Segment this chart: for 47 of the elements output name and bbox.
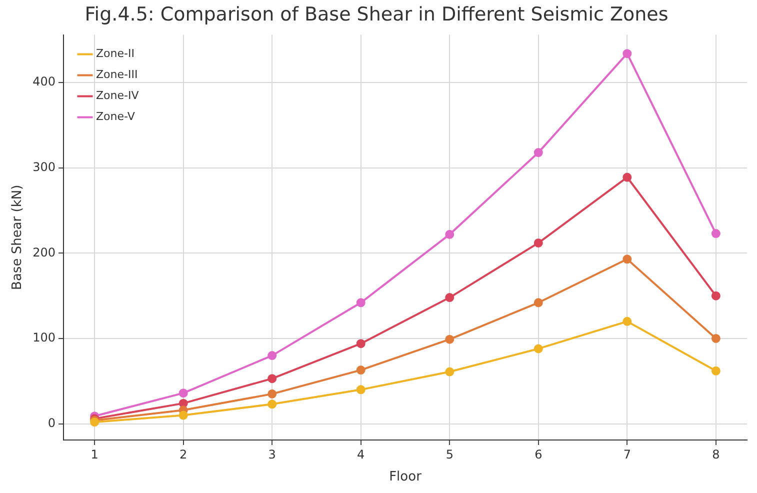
point	[534, 148, 543, 158]
point	[534, 238, 543, 248]
chart-title: Fig.4.5: Comparison of Base Shear in Different Seismic Zones	[84, 3, 668, 26]
y-tick-label: 400	[32, 74, 56, 89]
legend-label: Zone-V	[96, 110, 136, 124]
point	[178, 398, 188, 408]
point	[445, 293, 454, 302]
y-tick-label: 200	[32, 245, 56, 260]
x-tick-label: 6	[534, 447, 542, 462]
point	[445, 367, 454, 376]
y-tick-label: 100	[32, 330, 56, 345]
point	[356, 298, 366, 308]
point	[268, 351, 277, 360]
point	[711, 291, 720, 300]
point	[711, 366, 720, 376]
x-axis-title: Floor	[389, 470, 422, 485]
y-tick-label: 300	[32, 160, 56, 174]
point	[622, 172, 632, 182]
x-tick-label: 5	[446, 447, 454, 462]
point	[178, 410, 188, 420]
x-tick-label: 2	[180, 447, 188, 462]
point	[445, 334, 454, 344]
point	[268, 400, 277, 409]
point	[711, 229, 720, 238]
point	[356, 385, 366, 394]
legend-label: Zone-II	[96, 47, 134, 60]
point	[711, 334, 720, 343]
x-tick-label: 7	[623, 447, 631, 462]
point	[178, 388, 188, 398]
point	[356, 366, 366, 375]
point	[622, 254, 632, 264]
x-tick-label: 1	[90, 447, 98, 462]
y-tick-label: 0	[48, 416, 56, 430]
y-axis-title: Base Shear (kN)	[10, 184, 26, 290]
point	[534, 344, 543, 354]
point	[268, 374, 277, 384]
point	[356, 339, 366, 348]
point	[534, 298, 543, 308]
legend-label: Zone-III	[96, 68, 138, 82]
point	[622, 49, 632, 58]
x-tick-label: 4	[357, 447, 365, 462]
point	[268, 389, 277, 398]
legend-label: Zone-IV	[96, 89, 140, 102]
point	[445, 230, 454, 239]
point	[622, 316, 632, 326]
x-tick-label: 8	[712, 447, 720, 462]
x-tick-label: 3	[268, 447, 276, 462]
